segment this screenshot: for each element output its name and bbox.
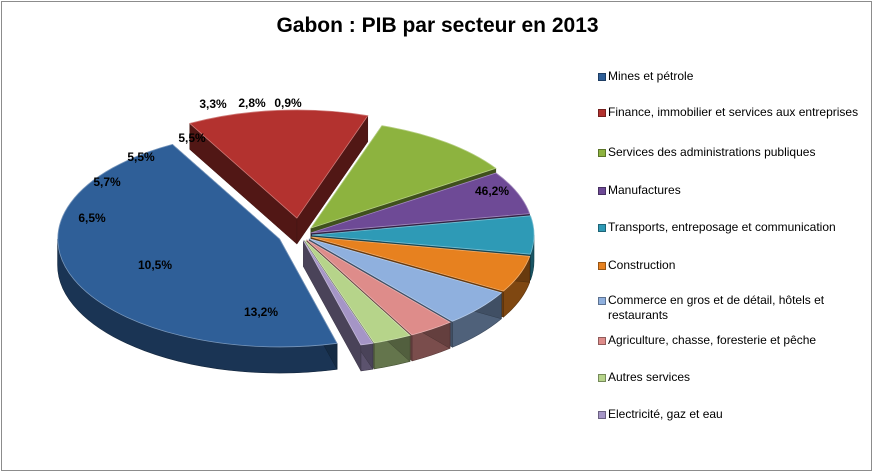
legend-marker: [598, 374, 606, 382]
pie-slice-top: [311, 215, 535, 255]
data-label-finance-immobilier-et-services-aux-entreprises: 13,2%: [244, 305, 278, 319]
legend-label: Transports, entreposage et communication: [608, 220, 836, 234]
legend-marker: [598, 337, 606, 345]
data-label-agriculture-chasse-foresterie-et-peche: 3,3%: [199, 97, 227, 111]
pie-slice-top: [57, 143, 338, 348]
legend-marker: [598, 73, 606, 81]
legend-marker: [598, 187, 606, 195]
pie-slice-top: [303, 240, 374, 346]
legend-marker: [598, 262, 606, 270]
pie-slice-mines-et-petrole: [57, 143, 338, 374]
pie-slice-top: [306, 239, 451, 336]
data-label-transports-entreposage-et-communication: 5,7%: [93, 175, 121, 189]
legend-marker: [598, 411, 606, 419]
pie-slice-top: [311, 236, 531, 292]
legend-marker: [598, 149, 606, 157]
legend-label: Electricité, gaz et eau: [608, 407, 723, 421]
legend-marker: [598, 109, 606, 117]
pie-slice-finance-immobilier-et-services-aux-entreprises: [188, 109, 369, 245]
pie-slice-top: [304, 240, 411, 344]
legend-marker: [598, 297, 606, 305]
data-label-commerce-en-gros-et-de-detail-hotels-et-restaurants: 5,5%: [178, 131, 206, 145]
legend-label: Agriculture, chasse, foresterie et pêche: [608, 333, 817, 347]
legend-label: Mines et pétrole: [608, 69, 694, 83]
pie-slice-top: [309, 125, 497, 229]
data-label-electricite-gaz-et-eau: 0,9%: [274, 96, 302, 110]
legend-label: Construction: [608, 258, 676, 272]
pie-slice-top: [309, 238, 503, 322]
chart-title: Gabon : PIB par secteur en 2013: [276, 14, 599, 37]
pie-slice-electricite-gaz-et-eau: [303, 239, 374, 372]
legend-label: Finance, immobilier et services aux entr…: [608, 105, 859, 119]
legend-label: Autres services: [608, 370, 691, 384]
data-label-mines-et-petrole: 46,2%: [475, 184, 509, 198]
data-label-autres-services: 2,8%: [238, 96, 266, 110]
legend-marker: [598, 224, 606, 232]
pie-slice-top: [311, 172, 531, 234]
legend-label: Services des administrations publiques: [608, 145, 816, 159]
data-label-construction: 5,5%: [127, 150, 155, 164]
data-label-manufactures: 6,5%: [78, 211, 106, 225]
data-label-services-des-administrations-publiques: 10,5%: [138, 258, 172, 272]
legend-label: Commerce en gros et de détail, hôtels et…: [608, 293, 825, 322]
legend-label: Manufactures: [608, 183, 681, 197]
pie-slice-top: [188, 109, 369, 219]
